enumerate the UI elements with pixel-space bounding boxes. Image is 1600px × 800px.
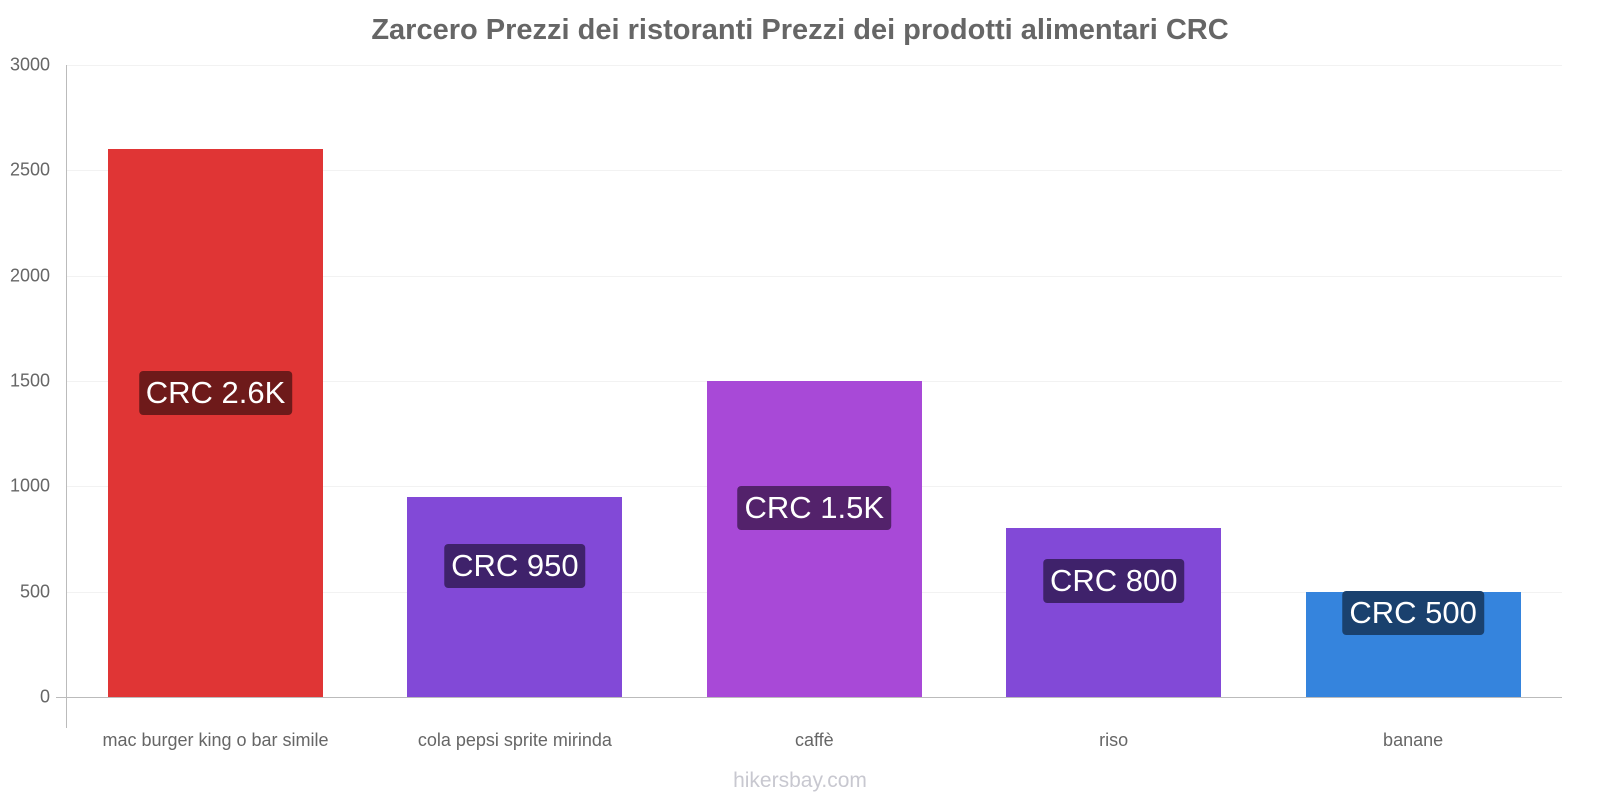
gridline [67,65,1562,66]
y-tick-label: 0 [39,686,50,707]
watermark: hikersbay.com [733,769,867,792]
y-tick-label: 2500 [9,159,50,180]
bar[interactable] [1006,528,1222,697]
bar-value-label: CRC 800 [1042,559,1185,603]
x-category-label: mac burger king o bar simile [102,730,329,750]
y-tick-label: 500 [19,581,50,602]
bar[interactable] [407,496,623,697]
chart-title: Zarcero Prezzi dei ristoranti Prezzi dei… [371,14,1229,46]
y-tick-label: 3000 [9,54,50,75]
bar-value-label: CRC 2.6K [138,371,293,415]
y-tick-label: 2000 [9,265,50,286]
x-category-label: banane [1383,730,1444,750]
y-axis-line [66,65,67,728]
y-tick-mark [56,697,66,698]
y-tick-label: 1000 [9,475,50,496]
bar-value-label: CRC 1.5K [737,486,892,530]
bar-value-label: CRC 500 [1342,591,1484,635]
x-axis-line [66,697,1562,698]
x-category-label: cola pepsi sprite mirinda [417,730,612,750]
bar-value-label: CRC 950 [444,544,586,588]
gridline [67,170,1562,171]
x-category-label: caffè [794,730,834,750]
x-category-label: riso [1099,730,1129,750]
gridline [67,276,1562,277]
bar[interactable] [706,381,922,697]
bar[interactable] [108,149,323,697]
y-tick-label: 1500 [9,370,50,391]
